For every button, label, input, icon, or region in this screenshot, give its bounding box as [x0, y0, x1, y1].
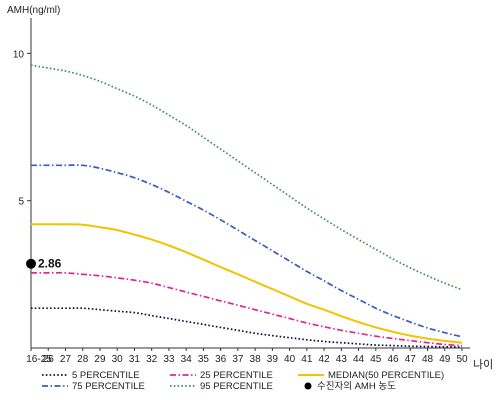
- series-group: [30, 64, 463, 348]
- axes: [30, 18, 470, 349]
- annotation: 2.86: [26, 257, 62, 271]
- series-line-75-percentile: [31, 164, 463, 338]
- series-line-25-percentile: [30, 271, 463, 347]
- x-tick-label: 40: [284, 354, 296, 365]
- x-tick-label: 41: [301, 354, 313, 365]
- x-tick-label: 50: [456, 354, 468, 365]
- x-tick-label: 39: [267, 354, 279, 365]
- x-tick-label: 44: [353, 354, 365, 365]
- legend-point-marker: [304, 382, 312, 390]
- x-tick-label: 28: [77, 354, 89, 365]
- x-tick-label: 49: [439, 354, 451, 365]
- y-tick-label: 5: [18, 197, 24, 208]
- legend: 5 PERCENTILE 25 PERCENTILE MEDIAN(50 PERCE…: [42, 370, 444, 392]
- x-tick-label: 29: [94, 354, 106, 365]
- legend-entry-label: 75 PERCENTILE: [72, 381, 145, 392]
- x-tick-label: 36: [215, 354, 227, 365]
- x-tick-label: 47: [405, 354, 417, 365]
- x-tick-label: 46: [387, 354, 399, 365]
- x-tick-label: 31: [129, 354, 141, 365]
- x-tick-label: 32: [146, 354, 158, 365]
- x-tick-label: 30: [112, 354, 124, 365]
- legend-entry-label: MEDIAN(50 PERCENTILE): [328, 370, 444, 381]
- x-tick-label: 43: [336, 354, 348, 365]
- patient-amh-value-label: 2.86: [38, 257, 62, 271]
- y-tick-label: 10: [13, 49, 25, 60]
- legend-entry-label: 5 PERCENTILE: [72, 370, 140, 381]
- x-axis-label: 나이: [473, 358, 493, 371]
- x-tick-label: 34: [181, 354, 193, 365]
- series-line-median-50-percentile: [30, 223, 463, 344]
- legend-point-label: 수진자의 AMH 농도: [317, 381, 396, 392]
- x-tick-label: 26: [43, 354, 55, 365]
- series-line-5-percentile: [31, 307, 463, 348]
- x-tick-label: 35: [198, 354, 210, 365]
- patient-amh-point: [26, 258, 36, 269]
- series-line-95-percentile: [30, 64, 463, 291]
- x-tick-label: 27: [60, 354, 72, 365]
- legend-entry-label: 25 PERCENTILE: [200, 370, 273, 381]
- y-axis-label: AMH(ng/ml): [7, 5, 60, 16]
- y-ticks: 5 10: [13, 49, 31, 208]
- x-tick-label: 38: [250, 354, 262, 365]
- x-tick-label: 48: [422, 354, 434, 365]
- x-tick-label: 45: [370, 354, 382, 365]
- x-tick-label: 16-25: [26, 354, 52, 365]
- legend-entry-label: 95 PERCENTILE: [200, 381, 273, 392]
- x-tick-label: 37: [232, 354, 244, 365]
- x-tick-label: 33: [163, 354, 175, 365]
- x-tick-label: 42: [319, 354, 331, 365]
